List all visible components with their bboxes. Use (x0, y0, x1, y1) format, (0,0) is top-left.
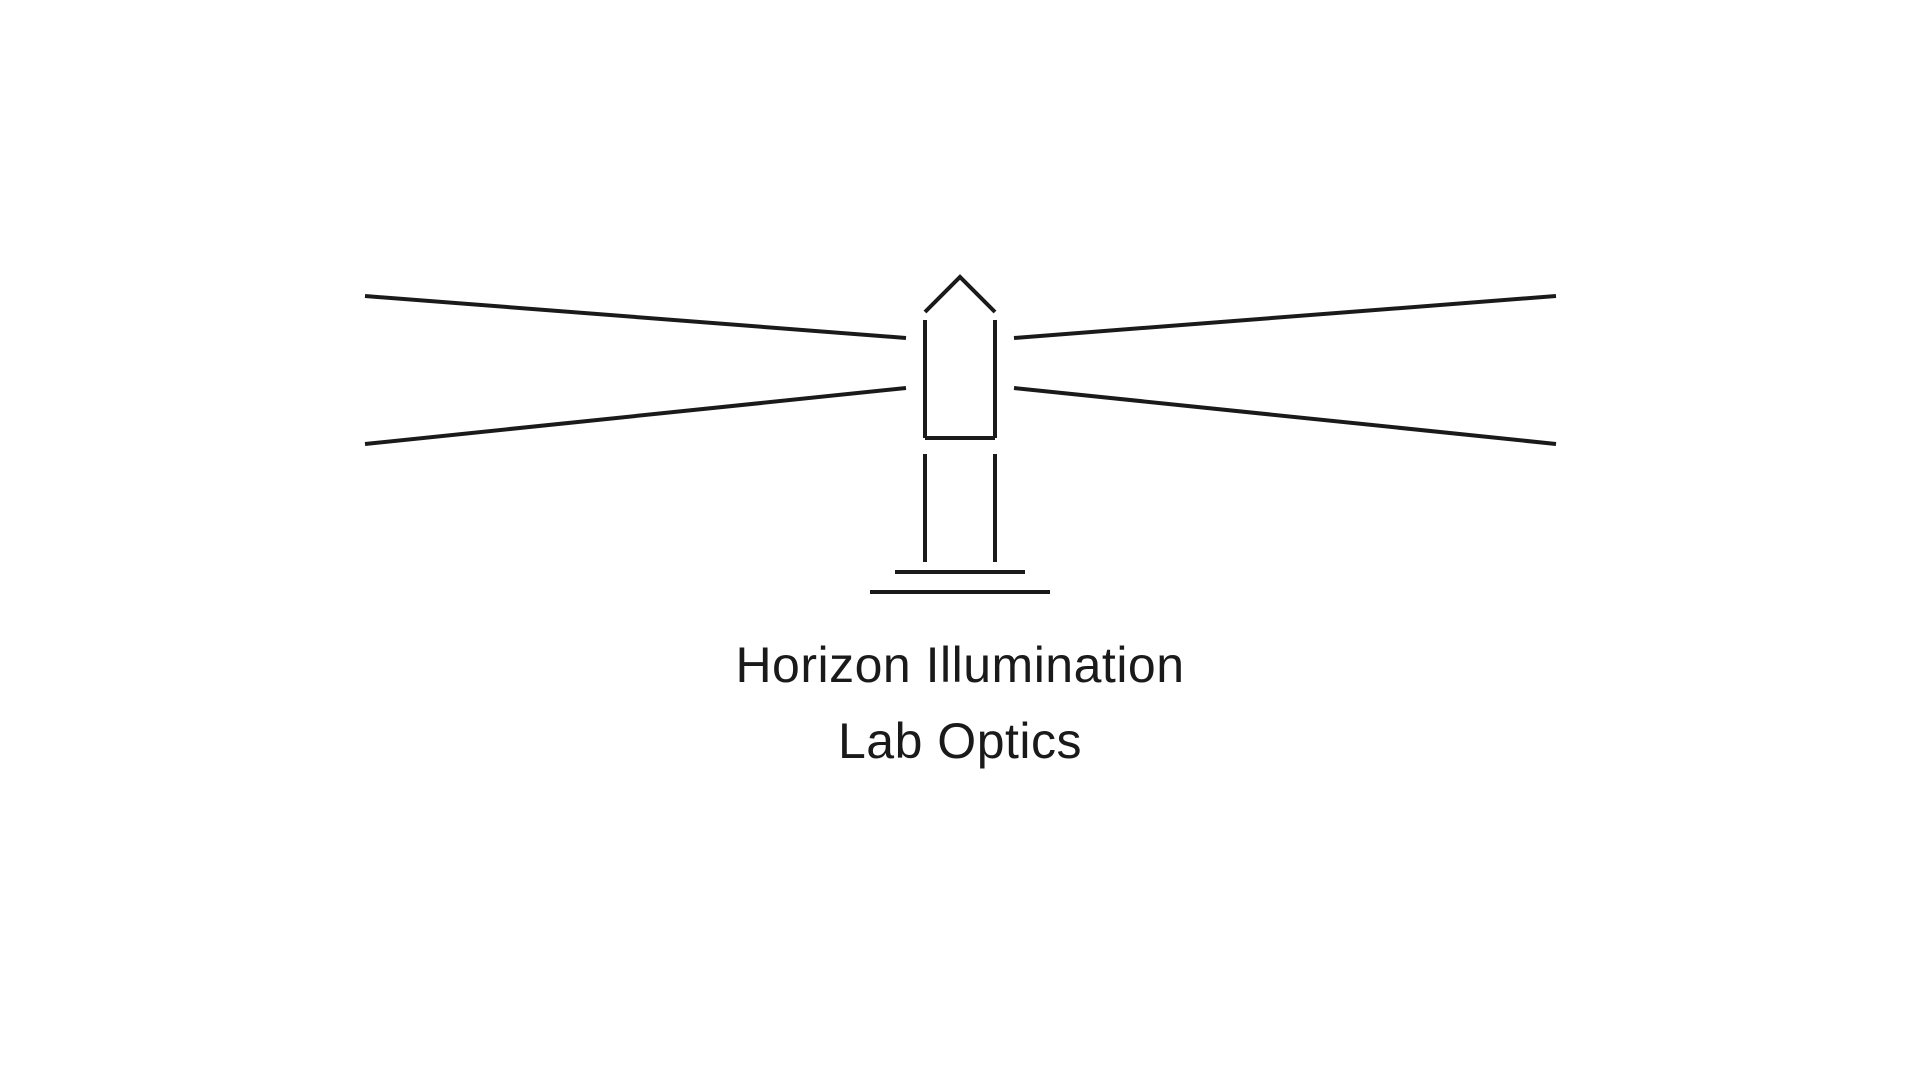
logo-stage: Horizon Illumination Lab Optics (0, 0, 1920, 1080)
logo-title-line-2: Lab Optics (0, 712, 1920, 770)
beam-left-lower (365, 388, 906, 444)
beam-left-upper (365, 296, 906, 338)
beam-right-lower (1014, 388, 1556, 444)
lighthouse-logo-icon (0, 0, 1920, 1080)
lighthouse-roof-icon (925, 277, 995, 312)
logo-title-line-1: Horizon Illumination (0, 636, 1920, 694)
beam-right-upper (1014, 296, 1556, 338)
